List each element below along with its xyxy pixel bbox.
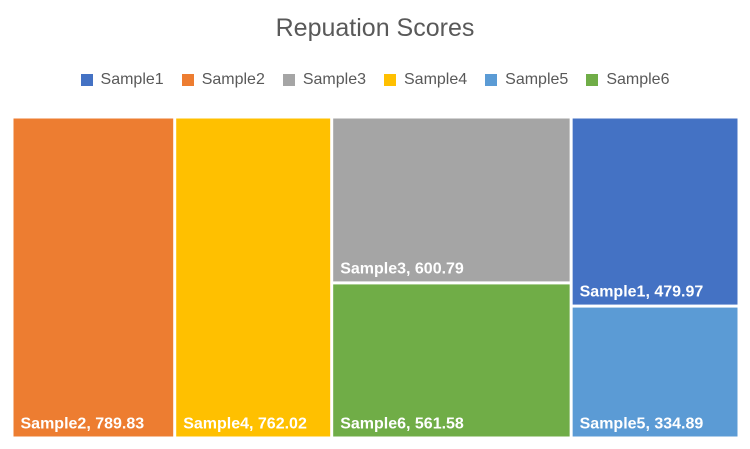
legend-label: Sample4 bbox=[404, 71, 468, 88]
data-label-sample4: Sample4, 762.02 bbox=[183, 416, 307, 433]
data-label-sample3: Sample3, 600.79 bbox=[340, 260, 464, 277]
data-label-sample2: Sample2, 789.83 bbox=[21, 416, 145, 433]
treemap-cell-sample1 bbox=[572, 118, 738, 305]
treemap-cell-sample4 bbox=[176, 118, 331, 437]
data-label-sample1: Sample1, 479.97 bbox=[580, 284, 704, 301]
legend-label: Sample6 bbox=[606, 71, 670, 88]
legend-item-sample2: Sample2 bbox=[181, 71, 265, 89]
legend-label: Sample5 bbox=[505, 71, 569, 88]
chart-title: Repuation Scores bbox=[275, 14, 475, 42]
data-label-sample6: Sample6, 561.58 bbox=[340, 416, 464, 433]
legend-item-sample3: Sample3 bbox=[282, 71, 366, 89]
legend-swatch bbox=[282, 74, 295, 86]
legend-item-sample4: Sample4 bbox=[384, 71, 467, 89]
treemap-cell-sample6 bbox=[333, 284, 570, 437]
legend-swatch bbox=[181, 74, 194, 86]
data-label-sample5: Sample5, 334.89 bbox=[580, 416, 704, 433]
treemap-cell-sample2 bbox=[13, 118, 174, 437]
legend-item-sample5: Sample5 bbox=[485, 71, 568, 89]
legend-swatch bbox=[586, 74, 599, 86]
legend-label: Sample1 bbox=[100, 71, 164, 88]
legend-item-sample6: Sample6 bbox=[586, 71, 669, 89]
legend-swatch bbox=[80, 74, 93, 86]
legend-label: Sample2 bbox=[201, 71, 265, 88]
legend-item-sample1: Sample1 bbox=[80, 71, 164, 89]
treemap-cell-sample5 bbox=[572, 307, 738, 437]
legend-swatch bbox=[384, 74, 396, 86]
treemap-cell-sample3 bbox=[333, 118, 570, 282]
legend-swatch bbox=[485, 74, 498, 86]
legend: Sample1 Sample2 Sample3 Sample4 Sample5 Sampl… bbox=[0, 71, 750, 89]
legend-label: Sample3 bbox=[302, 71, 366, 88]
